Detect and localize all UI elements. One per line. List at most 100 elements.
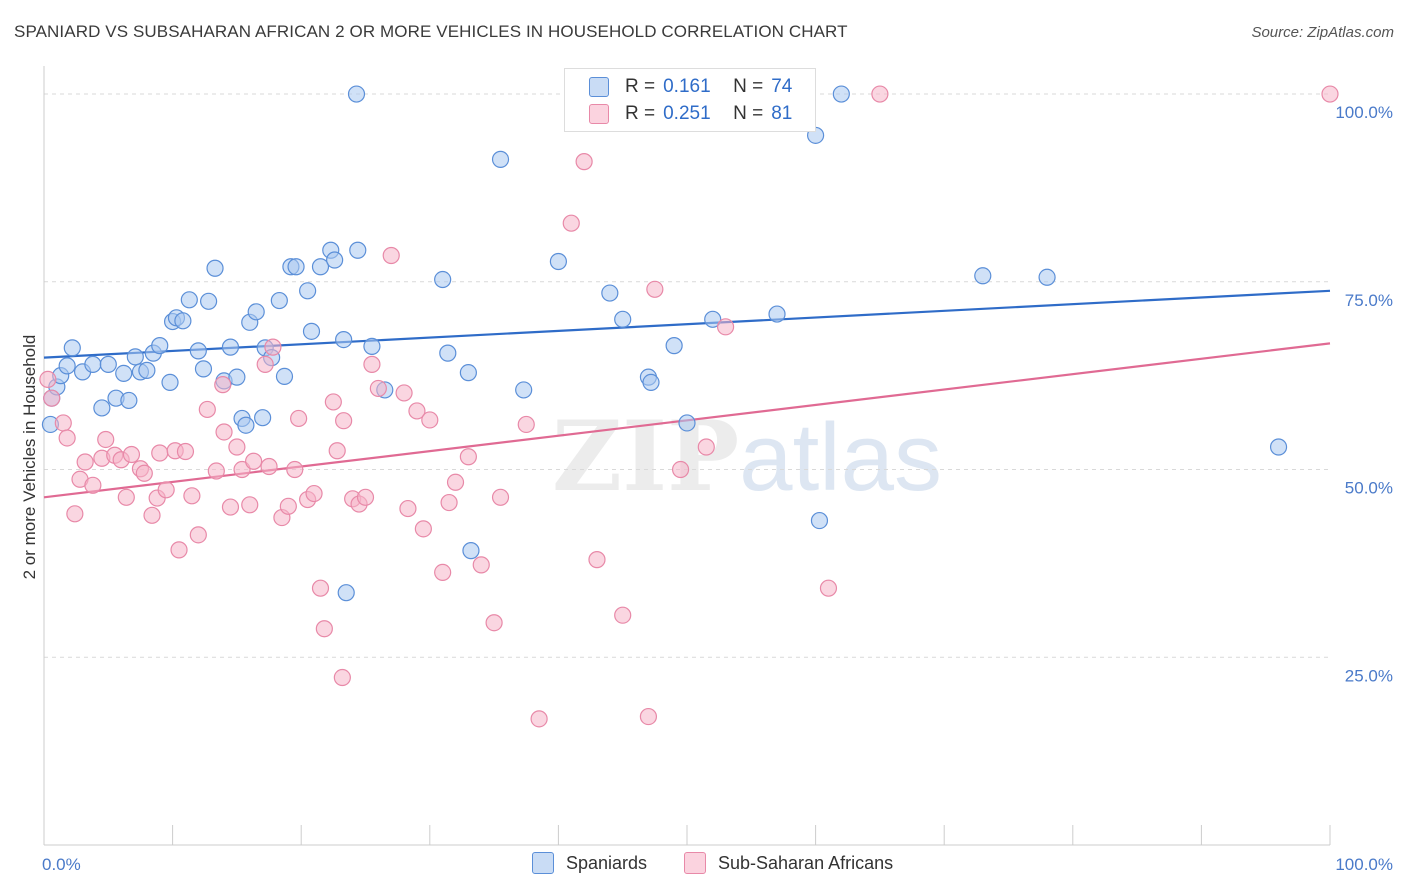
- spaniard-point: [63, 339, 81, 357]
- legend-n-label: N =: [733, 103, 764, 124]
- subsaharan-point: [151, 444, 169, 462]
- subsaharan-point: [39, 370, 57, 389]
- spaniard-point: [974, 267, 992, 285]
- series-legend: Spaniards Sub-Saharan Africans: [0, 852, 1406, 878]
- spaniard-point: [247, 303, 265, 321]
- subsaharan-point: [646, 280, 664, 298]
- y-tick-label: 50.0%: [1345, 479, 1393, 498]
- subsaharan-point: [183, 487, 201, 505]
- subsaharan-point: [170, 541, 188, 559]
- subsaharan-point: [408, 402, 426, 420]
- subsaharan-point: [562, 214, 580, 232]
- y-tick-label: 100.0%: [1335, 103, 1393, 122]
- legend-r-label: R =: [625, 76, 656, 97]
- spaniard-point: [126, 348, 144, 366]
- subsaharan-point: [671, 460, 690, 479]
- legend-n-label: N =: [733, 76, 764, 97]
- spaniard-point: [206, 259, 224, 277]
- legend-r-label: R =: [625, 103, 656, 124]
- axes: [43, 66, 1331, 846]
- spaniard-point: [335, 331, 353, 349]
- subsaharan-point: [215, 423, 233, 441]
- legend-swatch-blue: [589, 77, 609, 97]
- spaniard-point: [287, 258, 305, 276]
- subsaharan-point: [335, 412, 353, 430]
- subsaharan-point: [395, 384, 413, 402]
- subsaharan-point: [324, 393, 342, 411]
- legend-label: Spaniards: [566, 852, 648, 873]
- legend-swatch-pink: [589, 104, 609, 124]
- spaniard-point: [221, 338, 240, 356]
- spaniard-point: [768, 305, 786, 323]
- legend-r-value: 0.161: [663, 76, 711, 97]
- legend-r-value: 0.251: [663, 103, 711, 124]
- spaniard-point: [459, 364, 477, 382]
- subsaharan-point: [97, 430, 115, 449]
- subsaharan-point: [176, 442, 195, 461]
- subsaharan-point: [43, 389, 61, 407]
- legend-item-africans[interactable]: Sub-Saharan Africans: [684, 852, 893, 874]
- spaniard-point: [189, 342, 207, 360]
- subsaharan-point: [198, 400, 216, 419]
- legend-n-value: 74: [771, 76, 793, 97]
- subsaharan-point: [117, 488, 135, 506]
- spaniard-point: [151, 337, 169, 355]
- spaniard-point: [337, 584, 355, 602]
- legend-row-africans: R = 0.251 N = 81: [589, 100, 792, 128]
- spaniard-point: [228, 368, 246, 386]
- spaniard-point: [549, 252, 568, 271]
- subsaharan-point: [264, 338, 282, 356]
- y-tick-label: 25.0%: [1345, 666, 1393, 685]
- spaniard-point: [299, 282, 317, 300]
- spaniard-point: [347, 85, 366, 103]
- subsaharan-point: [459, 448, 477, 466]
- spaniard-point: [84, 355, 102, 373]
- legend-item-spaniards[interactable]: Spaniards: [532, 852, 647, 874]
- subsaharan-point: [228, 438, 246, 456]
- subsaharan-point: [328, 442, 346, 460]
- spaniard-point: [1269, 438, 1288, 456]
- stats-legend: R = 0.161 N = 74 R = 0.251 N = 81: [564, 68, 816, 132]
- spaniard-point: [810, 511, 829, 530]
- subsaharan-point: [54, 414, 72, 432]
- legend-label: Sub-Saharan Africans: [718, 852, 894, 873]
- spaniard-point: [704, 310, 722, 328]
- subsaharan-point: [286, 460, 304, 479]
- subsaharan-point: [135, 464, 153, 482]
- tick-labels: 25.0% 50.0% 75.0% 100.0% 0.0% 100.0%: [42, 103, 1393, 874]
- subsaharan-point: [716, 318, 735, 336]
- subsaharan-point: [421, 411, 439, 429]
- y-tick-label: 75.0%: [1345, 291, 1393, 310]
- spaniard-point: [99, 355, 117, 373]
- subsaharan-point: [588, 551, 606, 569]
- subsaharan-point: [221, 498, 240, 516]
- subsaharan-point: [76, 453, 94, 471]
- legend-n-value: 81: [771, 103, 793, 124]
- spaniard-point: [439, 344, 457, 362]
- subsaharan-point: [241, 496, 259, 514]
- subsaharan-point: [575, 153, 593, 171]
- subsaharan-point: [399, 499, 417, 518]
- subsaharan-point: [84, 476, 102, 494]
- x-tick-label: 0.0%: [42, 855, 81, 874]
- subsaharan-point: [256, 355, 274, 373]
- subsaharan-point: [58, 429, 76, 447]
- spaniard-point: [174, 312, 192, 330]
- subsaharan-point: [333, 668, 351, 687]
- spaniard-point: [237, 416, 255, 434]
- spaniard-point: [601, 284, 619, 302]
- spaniard-point: [115, 364, 133, 382]
- spaniard-point: [161, 373, 179, 392]
- subsaharan-point: [485, 614, 503, 632]
- spaniard-point: [200, 292, 218, 310]
- subsaharan-point: [472, 556, 490, 574]
- spaniard-point: [434, 270, 452, 289]
- spaniard-point: [491, 150, 510, 168]
- subsaharan-point: [491, 488, 510, 506]
- x-tick-label: 100.0%: [1335, 855, 1393, 874]
- spaniard-point: [180, 291, 198, 309]
- spaniard-point: [665, 337, 683, 355]
- spaniard-point: [254, 409, 272, 427]
- subsaharan-point: [446, 473, 465, 491]
- subsaharan-point: [1321, 85, 1339, 103]
